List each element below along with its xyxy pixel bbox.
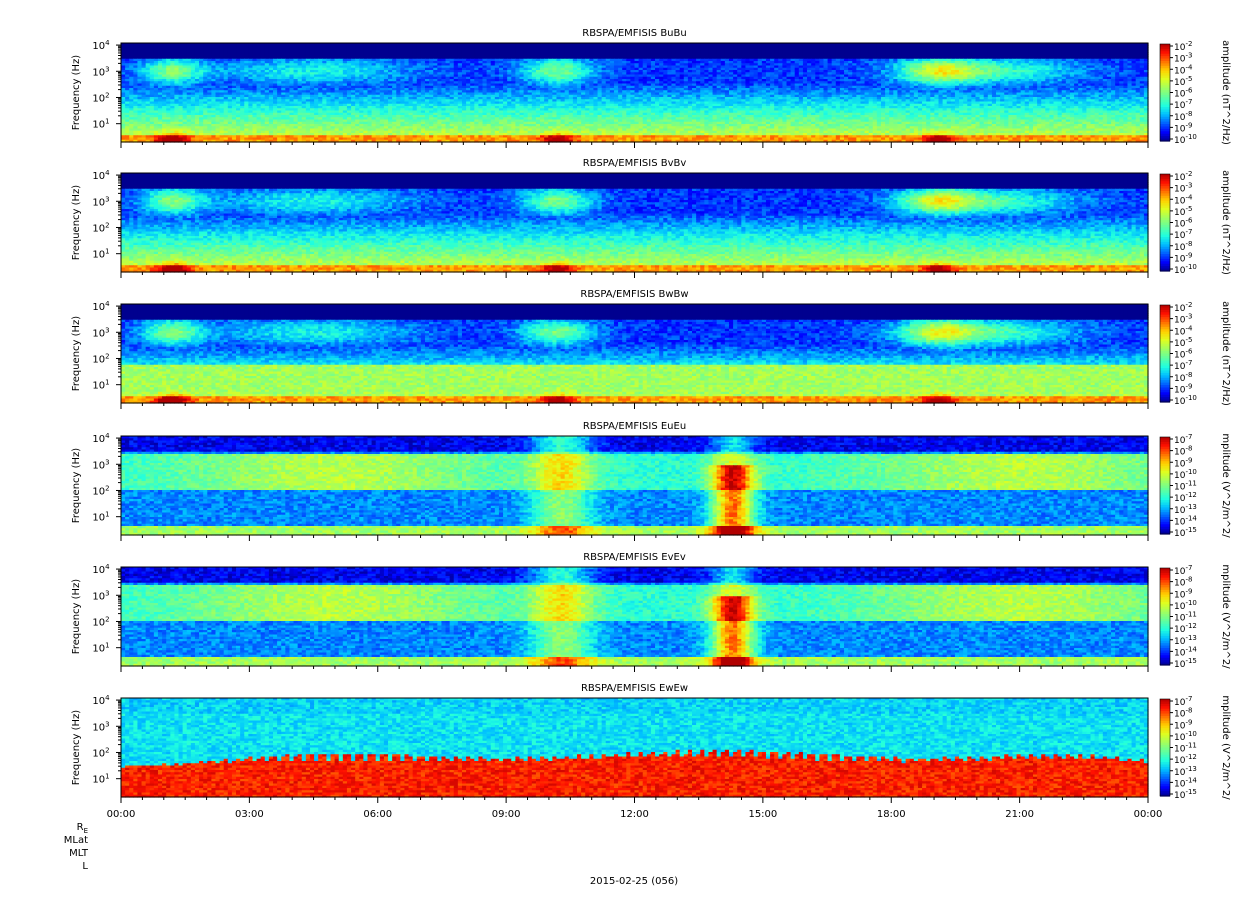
- ephemeris-label-mlat: MLat: [64, 835, 88, 846]
- date-label: 2015-02-25 (056): [590, 876, 678, 887]
- ephemeris-label-re: RE: [77, 822, 88, 835]
- ephemeris-re-main: R: [77, 822, 84, 833]
- spectrogram-cells: [121, 43, 1149, 143]
- ephemeris-label-l: L: [82, 861, 88, 872]
- ephemeris-label-mlt: MLT: [69, 848, 89, 859]
- ephemeris-re-subscript: E: [84, 827, 88, 835]
